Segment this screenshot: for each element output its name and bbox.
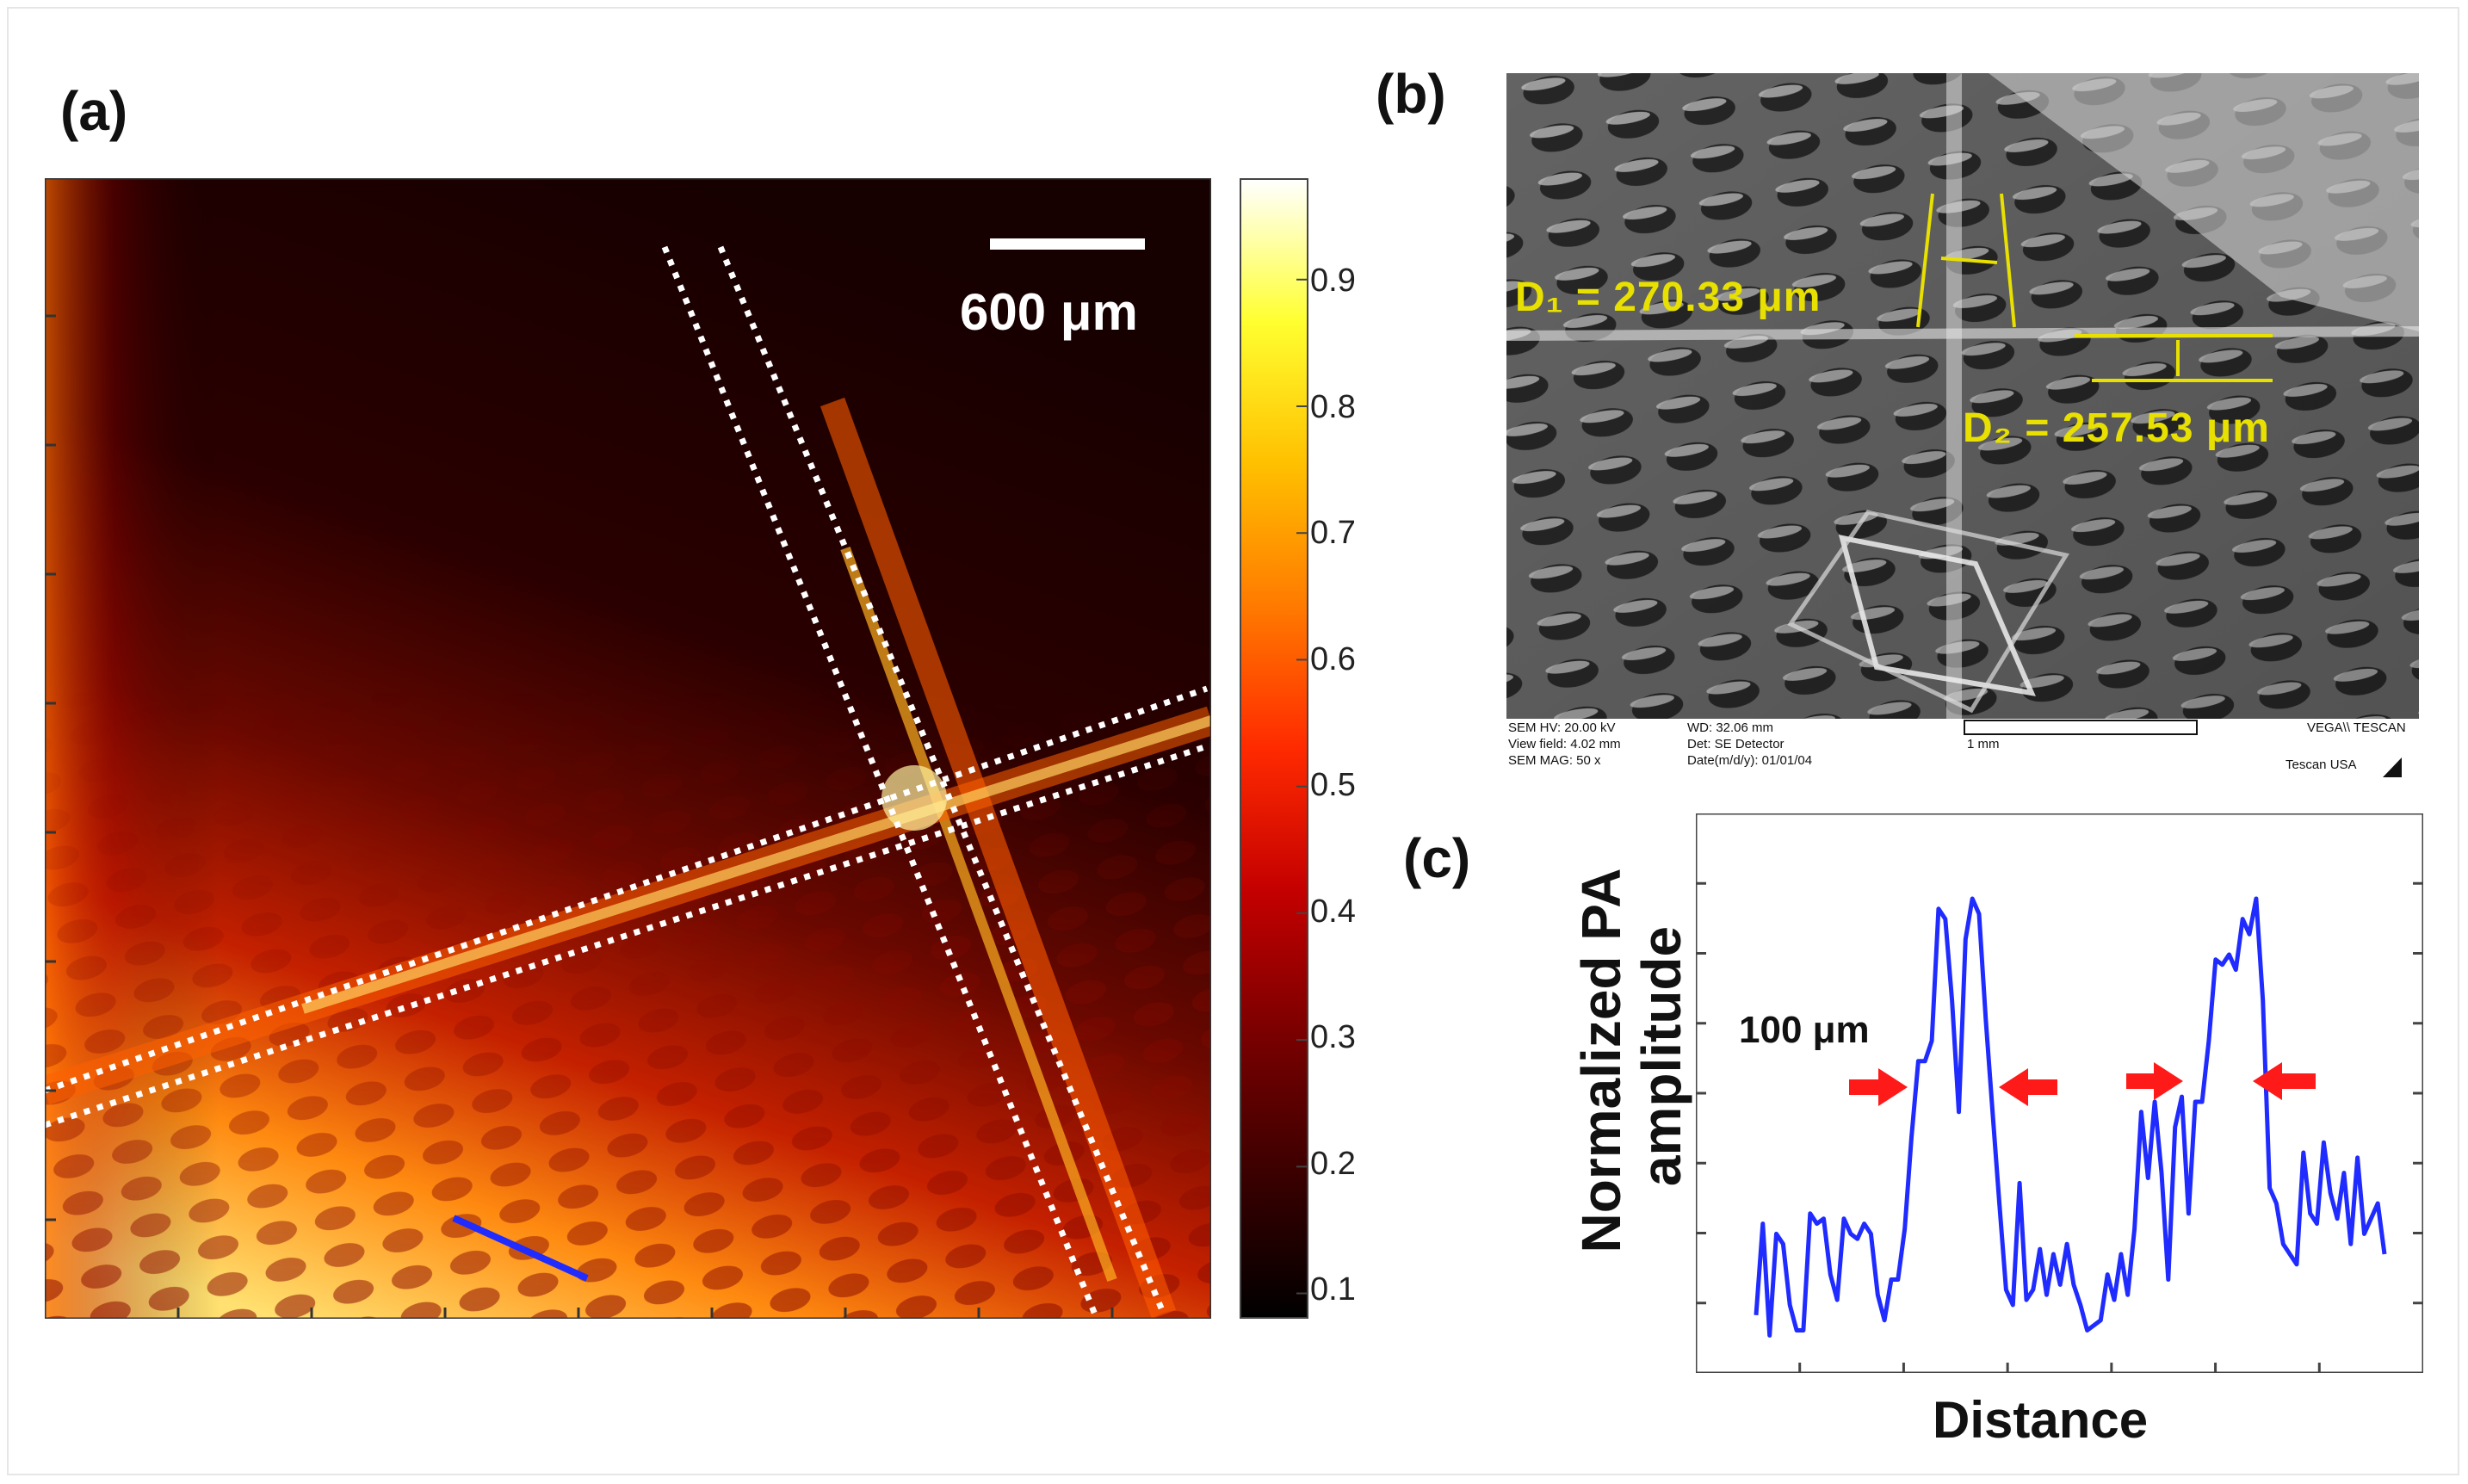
arrow-right: [1849, 1068, 1908, 1106]
sem-mag: SEM MAG: 50 x: [1508, 753, 1601, 768]
colorbar-tick: 0.6: [1310, 641, 1356, 677]
sem-hv: SEM HV: 20.00 kV: [1508, 720, 1616, 735]
sem-view-field: View field: 4.02 mm: [1508, 737, 1621, 751]
panel-c-label: (c): [1403, 827, 1471, 889]
x-axis-title: Distance: [1933, 1391, 2149, 1449]
colorbar: [1240, 178, 1308, 1319]
sem-wd: WD: 32.06 mm: [1687, 720, 1774, 735]
profile-series-line: [1754, 896, 2387, 1338]
sem-brand-secondary: Tescan USA: [2286, 757, 2357, 772]
arrow-left: [1999, 1068, 2057, 1106]
sem-image: [1506, 73, 2419, 788]
sem-detector: Det: SE Detector: [1687, 737, 1785, 751]
sem-date: Date(m/d/y): 01/01/04: [1687, 753, 1813, 768]
sem-scale: 1 mm: [1967, 737, 2000, 751]
colorbar-tick: 0.5: [1310, 767, 1356, 803]
pa-image: [45, 178, 1211, 1319]
figure-frame: [7, 7, 2459, 1475]
red-arrows: [1849, 1062, 2316, 1106]
panel-a-label: (a): [60, 80, 128, 142]
arrow-left: [2253, 1062, 2316, 1100]
d2-measurement: D₂ = 257.53 μm: [1963, 405, 2270, 451]
colorbar-gradient: [1240, 178, 1308, 1319]
colorbar-tick: 0.2: [1310, 1146, 1356, 1182]
panel-b-label: (b): [1376, 63, 1446, 125]
d1-measurement: D₁ = 270.33 μm: [1515, 275, 1822, 320]
arrow-right: [2126, 1062, 2183, 1100]
colorbar-tick: 0.4: [1310, 893, 1356, 930]
pa-profile-chart: [1696, 813, 2423, 1373]
colorbar-tick: 0.8: [1310, 389, 1356, 425]
colorbar-tick: 0.3: [1310, 1019, 1356, 1055]
colorbar-tick: 0.9: [1310, 263, 1356, 299]
colorbar-tick: 0.1: [1310, 1271, 1356, 1308]
scale-bar-label: 600 μm: [960, 283, 1138, 341]
colorbar-tick: 0.7: [1310, 515, 1356, 551]
width-annotation: 100 μm: [1739, 1009, 1870, 1051]
y-axis-title-line2: amplitude: [1630, 925, 1692, 1187]
y-axis-title-line1: Normalized PA: [1570, 868, 1632, 1253]
sem-brand: VEGA\\ TESCAN: [2307, 720, 2406, 735]
